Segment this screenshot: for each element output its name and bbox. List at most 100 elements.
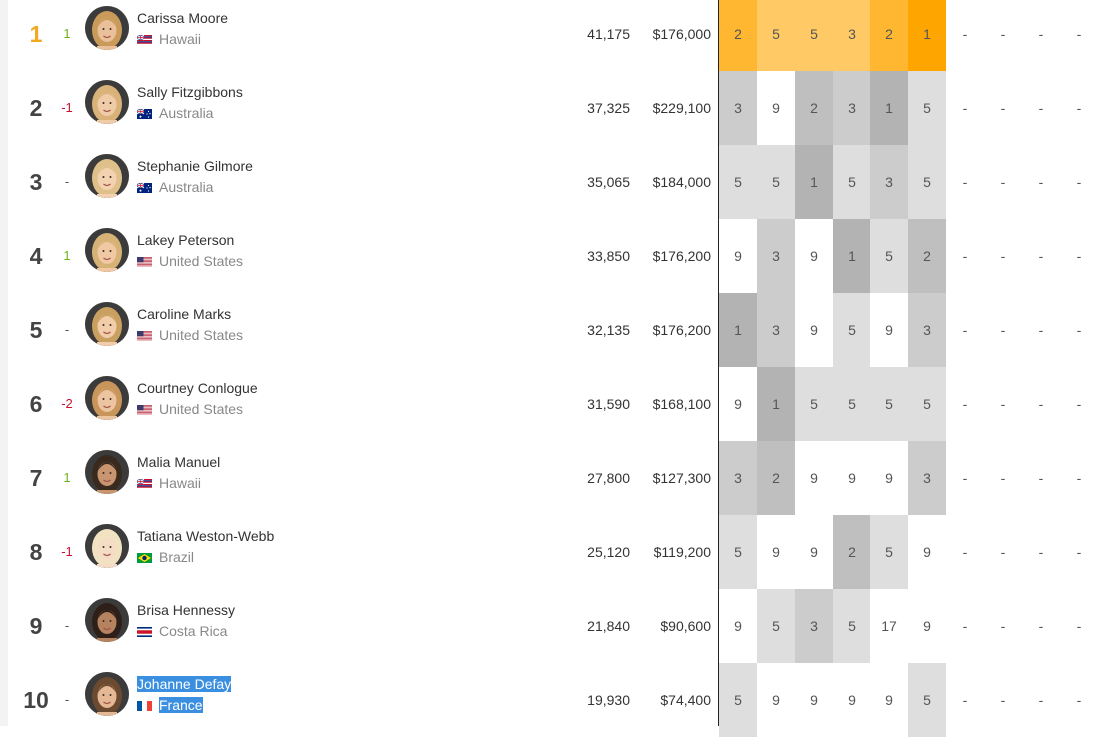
athlete-name-text[interactable]: Stephanie Gilmore — [137, 158, 253, 174]
leaderboard-row[interactable]: 5 - Caroline Marks United States 32,135 $176,… — [8, 293, 1108, 367]
athlete-name-text[interactable]: Johanne Defay — [137, 676, 232, 692]
athlete-avatar[interactable] — [85, 228, 129, 272]
athlete-avatar[interactable] — [85, 302, 129, 346]
event-result-cell[interactable]: 9 — [833, 441, 871, 515]
leaderboard-row[interactable]: 10- Johanne Defay France 19,930 $74,400 5 9 9 9 9… — [8, 663, 1108, 737]
event-result-cell[interactable]: 1 — [719, 293, 757, 367]
event-result-cell[interactable]: 9 — [795, 515, 833, 589]
event-result-cell[interactable]: 5 — [833, 589, 871, 663]
athlete-name-text[interactable]: Brisa Hennessy — [137, 602, 236, 618]
event-result-cell[interactable]: 9 — [795, 441, 833, 515]
event-result-cell[interactable]: 3 — [795, 589, 833, 663]
leaderboard-row[interactable]: 8 -1 Tatiana Weston-Webb Brazil 25,120 $119,2… — [8, 515, 1108, 589]
event-result-cell[interactable]: 9 — [757, 71, 795, 145]
event-result-cell[interactable]: 1 — [833, 219, 871, 293]
event-result-cell[interactable]: 5 — [757, 0, 795, 71]
event-result-cell[interactable]: 2 — [757, 441, 795, 515]
event-result-cell[interactable]: 17 — [870, 589, 908, 663]
event-result-cell[interactable]: 9 — [757, 663, 795, 737]
event-result-cell[interactable]: 3 — [719, 71, 757, 145]
athlete-name-text[interactable]: Malia Manuel — [137, 454, 221, 470]
event-result-cell[interactable]: 3 — [908, 293, 946, 367]
athlete-name[interactable]: Tatiana Weston-Webb — [137, 528, 274, 544]
event-result-cell[interactable]: 5 — [833, 293, 871, 367]
event-result-cell[interactable]: 1 — [870, 71, 908, 145]
athlete-avatar[interactable] — [85, 154, 129, 198]
athlete-avatar[interactable] — [85, 524, 129, 568]
event-result-cell[interactable]: 5 — [795, 367, 833, 441]
event-result-cell[interactable]: 5 — [908, 145, 946, 219]
athlete-name[interactable]: Malia Manuel — [137, 454, 220, 470]
athlete-avatar[interactable] — [85, 376, 129, 420]
event-result-cell[interactable]: 2 — [719, 0, 757, 71]
event-result-cell[interactable]: 5 — [757, 145, 795, 219]
event-result-cell[interactable]: 3 — [908, 441, 946, 515]
event-result-cell[interactable]: 9 — [908, 515, 946, 589]
athlete-name-text[interactable]: Courtney Conlogue — [137, 380, 258, 396]
event-result-cell[interactable]: 5 — [833, 145, 871, 219]
event-result-cell[interactable]: 9 — [795, 663, 833, 737]
event-result-cell[interactable]: 3 — [719, 441, 757, 515]
event-result-cell[interactable]: 2 — [795, 71, 833, 145]
event-result-cell[interactable]: 5 — [833, 367, 871, 441]
event-result-cell[interactable]: 9 — [870, 663, 908, 737]
event-result-cell[interactable]: 5 — [719, 663, 757, 737]
event-result-cell[interactable]: 9 — [908, 589, 946, 663]
athlete-name[interactable]: Sally Fitzgibbons — [137, 84, 243, 100]
event-result-cell[interactable]: 5 — [719, 515, 757, 589]
leaderboard-row[interactable]: 1 1 Carissa Moore Hawaii 41,175 $176,000 2 5 5 3 2… — [8, 0, 1108, 71]
athlete-avatar[interactable] — [85, 672, 129, 716]
event-result-cell[interactable]: 3 — [757, 219, 795, 293]
event-result-cell[interactable]: 5 — [908, 71, 946, 145]
event-result-cell[interactable]: 3 — [833, 71, 871, 145]
event-result-cell[interactable]: 9 — [795, 219, 833, 293]
event-result-cell[interactable]: 9 — [795, 293, 833, 367]
event-result-cell[interactable]: 9 — [757, 515, 795, 589]
event-result-cell[interactable]: 3 — [833, 0, 871, 71]
athlete-name-text[interactable]: Sally Fitzgibbons — [137, 84, 243, 100]
athlete-avatar[interactable] — [85, 6, 129, 50]
event-result-cell[interactable]: 9 — [719, 589, 757, 663]
event-result-cell[interactable]: 9 — [833, 663, 871, 737]
leaderboard-row[interactable]: 2 -1 Sally Fitzgibbons Australia 37,325 $229,… — [8, 71, 1108, 145]
athlete-name[interactable]: Johanne Defay — [137, 676, 232, 692]
event-result-cell[interactable]: 1 — [795, 145, 833, 219]
leaderboard-row[interactable]: 3 - Stephanie Gilmore Australia 35,065 $184,0… — [8, 145, 1108, 219]
event-result-cell[interactable]: 9 — [870, 293, 908, 367]
event-result-cell[interactable]: 5 — [870, 515, 908, 589]
event-result-cell[interactable]: 5 — [908, 367, 946, 441]
athlete-avatar[interactable] — [85, 598, 129, 642]
event-result-cell[interactable]: 9 — [719, 367, 757, 441]
event-result-cell[interactable]: 1 — [908, 0, 946, 71]
leaderboard-row[interactable]: 6 -2 Courtney Conlogue United States 31,590 $… — [8, 367, 1108, 441]
athlete-name[interactable]: Lakey Peterson — [137, 232, 234, 248]
event-result-cell[interactable]: 5 — [870, 367, 908, 441]
event-result-cell[interactable]: 3 — [870, 145, 908, 219]
event-result-cell[interactable]: 5 — [757, 589, 795, 663]
athlete-name[interactable]: Caroline Marks — [137, 306, 231, 322]
event-result-cell[interactable]: 2 — [870, 0, 908, 71]
athlete-name[interactable]: Courtney Conlogue — [137, 380, 258, 396]
event-result-cell[interactable]: 5 — [795, 0, 833, 71]
event-result-cell[interactable]: 9 — [870, 441, 908, 515]
athlete-name-text[interactable]: Caroline Marks — [137, 306, 232, 322]
athlete-avatar[interactable] — [85, 450, 129, 494]
event-result-cell[interactable]: 3 — [757, 293, 795, 367]
athlete-name-text[interactable]: Lakey Peterson — [137, 232, 235, 248]
athlete-name-text[interactable]: Carissa Moore — [137, 10, 229, 26]
event-result-cell[interactable]: 5 — [870, 219, 908, 293]
event-result-cell[interactable]: 5 — [719, 145, 757, 219]
event-result-cell[interactable]: 2 — [908, 219, 946, 293]
athlete-name[interactable]: Carissa Moore — [137, 10, 228, 26]
athlete-avatar[interactable] — [85, 80, 129, 124]
event-result-cell[interactable]: 2 — [833, 515, 871, 589]
athlete-name[interactable]: Stephanie Gilmore — [137, 158, 253, 174]
event-result-cell[interactable]: 9 — [719, 219, 757, 293]
athlete-name-text[interactable]: Tatiana Weston-Webb — [137, 528, 275, 544]
leaderboard-row[interactable]: 9- Brisa Hennessy Costa Rica 21,840 $90,600 9… — [8, 589, 1108, 663]
event-result-cell[interactable]: 5 — [908, 663, 946, 737]
event-result-cell[interactable]: 1 — [757, 367, 795, 441]
leaderboard-row[interactable]: 7 1 Malia Manuel Hawaii 27,800 $127,300 3 2 9 9 9 3… — [8, 441, 1108, 515]
athlete-name[interactable]: Brisa Hennessy — [137, 602, 235, 618]
leaderboard-row[interactable]: 4 1 Lakey Peterson United States 33,850 $176,… — [8, 219, 1108, 293]
